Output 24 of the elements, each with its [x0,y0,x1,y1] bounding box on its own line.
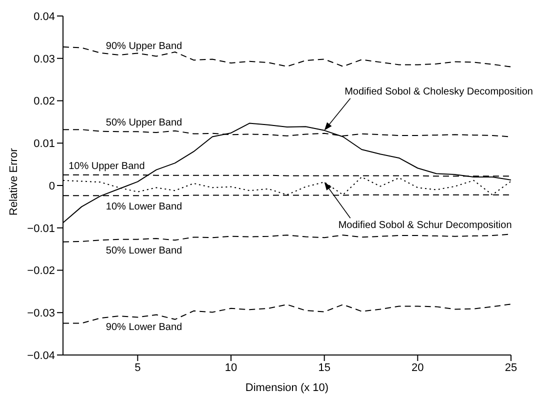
x-tick-label: 5 [134,362,141,374]
y-tick-label: 0.01 [34,138,55,150]
y-tick-label: 0.02 [34,96,55,108]
series-label: 50% Lower Band [106,245,182,256]
y-tick-label: −0.04 [27,350,55,362]
series-label: 90% Lower Band [106,322,182,334]
x-tick-label: 20 [412,362,424,374]
text: Modified Sobol & Schur Decomposition [338,220,512,232]
y-tick-label: 0 [48,180,55,192]
x-tick-label: 15 [318,362,330,374]
y-tick-label: −0.01 [27,222,55,235]
series-label: 10% Upper Band [68,160,145,172]
y-tick-label: −0.02 [27,265,55,278]
y-tick-label: 0.04 [34,10,55,23]
series-label: 50% Upper Band [106,118,182,129]
y-tick-label: 0.03 [34,53,55,66]
y-axis-title: Relative Error [8,148,20,216]
text: Modified Sobol & Cholesky Decomposition [344,86,533,98]
y-tick-label: −0.03 [27,308,55,320]
x-tick-label: 25 [504,362,518,374]
series-label: 10% Lower Band [106,202,182,213]
series-label: 90% Upper Band [106,40,182,52]
x-axis-title: Dimension (x 10) [245,382,329,394]
x-tick-label: 10 [224,362,238,374]
